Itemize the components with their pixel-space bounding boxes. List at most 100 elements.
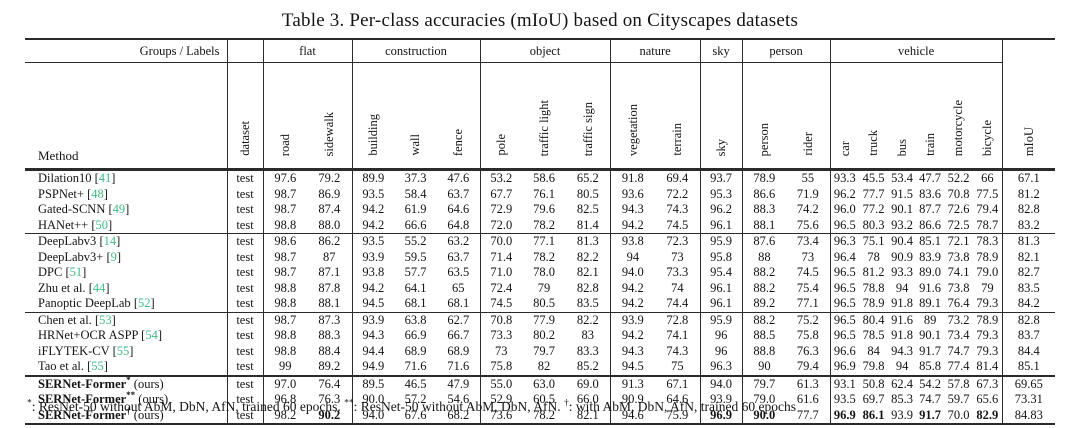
table-row: Dilation10 [41] test 97.6 79.2 89.9 37.3 47.6 5… bbox=[25, 169, 1055, 187]
value-cell: 87.6 bbox=[742, 233, 787, 250]
value-cell: 74.3 bbox=[655, 343, 701, 359]
value-cell: 50.8 bbox=[859, 374, 889, 392]
dataset-cell: test bbox=[227, 311, 264, 328]
table-row: HANet++ [50] test 98.8 88.0 94.2 66.6 64.8 72.0… bbox=[25, 217, 1055, 234]
value-cell: 96.5 bbox=[833, 217, 856, 232]
value-cell: 94.5 bbox=[621, 359, 644, 373]
dataset-cell: test bbox=[227, 280, 264, 296]
value-cell: 87 bbox=[307, 249, 353, 265]
method-superscript: * bbox=[126, 374, 131, 385]
value-cell: 84.83 bbox=[1014, 407, 1043, 422]
citation-number: 49 bbox=[112, 202, 126, 216]
footnote-text: : ResNet-50 without AbM, DbN, AfN. bbox=[353, 399, 564, 414]
value-cell: 94.2 bbox=[621, 328, 644, 342]
value-cell: 79.4 bbox=[973, 202, 1003, 218]
citation: [55] bbox=[109, 343, 134, 358]
value-cell: 96.3 bbox=[700, 359, 743, 376]
value-cell: 98.8 bbox=[274, 296, 297, 310]
footnote-marker: ** bbox=[344, 398, 354, 409]
value-cell: 77.5 bbox=[973, 186, 1003, 202]
column-header-label: motorcycle bbox=[951, 99, 966, 156]
method-cell: PSPNet+ [48] bbox=[25, 186, 228, 202]
value-cell: 89 bbox=[916, 311, 945, 328]
value-cell: 63.7 bbox=[437, 249, 481, 265]
value-cell: 74.5 bbox=[786, 265, 831, 281]
method-cell: Gated-SCNN [49] bbox=[25, 202, 228, 218]
value-cell: 93.9 bbox=[700, 392, 743, 408]
value-cell: 86.2 bbox=[307, 233, 353, 250]
value-cell: 81.3 bbox=[566, 233, 611, 250]
table-head: Groups / Labels flat construction object nat… bbox=[25, 39, 1056, 170]
method-cell: Tao et al. [55] bbox=[25, 359, 228, 376]
value-cell: 74.1 bbox=[655, 328, 701, 344]
value-cell: 93.9 bbox=[362, 249, 385, 264]
value-cell: 90.2 bbox=[307, 407, 353, 424]
column-header-label: traffic sign bbox=[580, 101, 595, 156]
column-header-bus: bus bbox=[888, 63, 916, 170]
method-name: Tao et al. bbox=[38, 359, 84, 373]
value-cell: 62.4 bbox=[888, 374, 917, 392]
value-cell: 94.0 bbox=[362, 407, 385, 422]
value-cell: 86.6 bbox=[919, 217, 942, 232]
header-row-classes: Method dataset road sidewalk building wall fen… bbox=[25, 62, 1055, 170]
column-header-pole: pole bbox=[480, 63, 522, 170]
value-cell: 80.5 bbox=[533, 296, 555, 310]
value-cell: 88.5 bbox=[753, 328, 776, 342]
column-header-label: bus bbox=[894, 138, 909, 156]
dataset-cell: test bbox=[227, 343, 264, 359]
group-header-sky: sky bbox=[700, 39, 743, 63]
value-cell: 76.3 bbox=[307, 392, 353, 408]
table-row: iFLYTEK-CV [55] test 98.8 88.4 94.4 68.9 68.9 7… bbox=[25, 343, 1055, 359]
method-cell: DPC [51] bbox=[25, 265, 228, 281]
value-cell: 77.2 bbox=[862, 202, 885, 216]
value-cell: 94.3 bbox=[362, 328, 385, 342]
value-cell: 75.6 bbox=[786, 217, 831, 234]
value-cell: 67.3 bbox=[973, 374, 1003, 392]
dataset-cell: test bbox=[227, 249, 264, 265]
value-cell: 78.5 bbox=[862, 328, 885, 342]
value-cell: 85.1 bbox=[1017, 359, 1040, 373]
method-cell: Chen et al. [53] bbox=[25, 311, 228, 328]
value-cell: 81.2 bbox=[862, 265, 885, 279]
value-cell: 74 bbox=[655, 280, 701, 296]
value-cell: 95.3 bbox=[700, 186, 743, 202]
value-cell: 79.3 bbox=[973, 296, 1003, 312]
value-cell: 96.5 bbox=[833, 328, 856, 342]
dataset-cell: test bbox=[227, 233, 264, 250]
column-header-label: building bbox=[366, 114, 381, 156]
value-cell: 91.7 bbox=[919, 407, 942, 422]
value-cell: 64.1 bbox=[404, 280, 427, 295]
value-cell: 96.5 bbox=[830, 311, 860, 328]
value-cell: 96.0 bbox=[833, 202, 856, 216]
value-cell: 96.8 bbox=[274, 392, 297, 406]
footnote-marker: † bbox=[563, 398, 569, 409]
value-cell: 93.8 bbox=[362, 265, 385, 279]
value-cell: 66.0 bbox=[566, 392, 611, 408]
citation-number: 53 bbox=[99, 312, 112, 327]
value-cell: 64.6 bbox=[437, 202, 481, 218]
column-header-terrain: terrain bbox=[655, 62, 701, 170]
value-cell: 79.3 bbox=[973, 343, 1003, 359]
value-cell: 88.3 bbox=[753, 202, 776, 216]
value-cell: 66 bbox=[973, 169, 1003, 187]
method-name: Dilation10 bbox=[38, 171, 92, 185]
value-cell: 68.2 bbox=[437, 407, 481, 424]
value-cell: 89.9 bbox=[362, 171, 385, 185]
value-cell: 94.5 bbox=[362, 296, 385, 310]
value-cell: 83.5 bbox=[566, 296, 611, 312]
value-cell: 96 bbox=[700, 343, 743, 359]
value-cell: 72.3 bbox=[655, 233, 701, 250]
citation: [54] bbox=[138, 328, 162, 342]
value-cell: 94.0 bbox=[621, 265, 644, 279]
column-header-sidewalk: sidewalk bbox=[307, 62, 353, 170]
value-cell: 91.8 bbox=[891, 328, 914, 342]
column-header-label: terrain bbox=[670, 123, 685, 156]
value-cell: 81.4 bbox=[973, 359, 1003, 376]
value-cell: 85.1 bbox=[916, 233, 945, 250]
value-cell: 60.5 bbox=[533, 392, 555, 406]
results-table: Groups / Labels flat construction object nat… bbox=[25, 38, 1056, 425]
column-header-truck: truck bbox=[859, 63, 888, 170]
value-cell: 74.5 bbox=[490, 296, 513, 310]
value-cell: 84.4 bbox=[1017, 343, 1040, 358]
group-header-flat: flat bbox=[263, 39, 353, 63]
